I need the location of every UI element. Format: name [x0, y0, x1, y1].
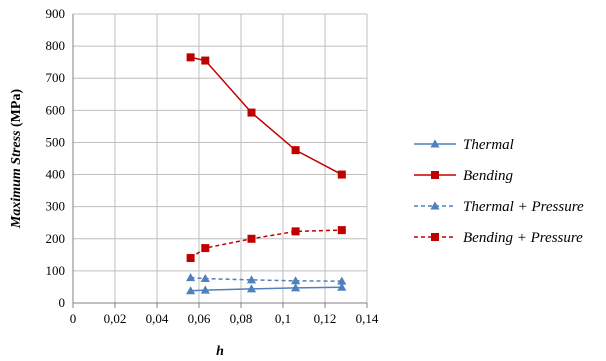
y-axis-title: Maximum Stress (MPa) — [9, 89, 24, 230]
x-tick-label: 0 — [70, 311, 77, 326]
triangle-marker — [337, 276, 347, 285]
series-2 — [186, 273, 347, 285]
series-line — [190, 276, 342, 282]
series-1 — [186, 53, 346, 179]
series-3 — [186, 226, 346, 263]
square-marker — [337, 226, 346, 235]
legend: Thermal Bending Thermal + Pressure Bending … — [414, 137, 584, 246]
triangle-marker — [337, 282, 347, 291]
y-tick-label: 100 — [46, 263, 66, 278]
y-tick-label: 0 — [59, 295, 66, 310]
y-tick-label: 500 — [46, 134, 66, 149]
legend-item: Bending + Pressure — [414, 230, 583, 246]
triangle-marker — [246, 284, 257, 293]
square-marker — [291, 227, 300, 236]
legend-item: Thermal — [414, 137, 514, 153]
x-axis-title: h — [216, 344, 224, 359]
legend-label: Thermal — [463, 137, 514, 153]
triangle-marker — [186, 273, 196, 282]
x-tick-label: 0,06 — [188, 311, 211, 326]
series-layer — [186, 53, 347, 295]
legend-label: Bending + Pressure — [463, 230, 583, 246]
square-marker — [186, 53, 195, 62]
square-marker — [337, 170, 346, 179]
x-tick-label: 0,12 — [314, 311, 337, 326]
y-tick-label: 300 — [46, 199, 66, 214]
square-marker — [201, 56, 210, 65]
square-marker — [247, 234, 256, 243]
x-tick-label: 0,14 — [356, 311, 379, 326]
square-marker — [201, 244, 210, 253]
triangle-marker — [291, 283, 301, 292]
triangle-marker — [430, 201, 440, 210]
y-tick-label: 400 — [46, 167, 66, 182]
triangle-marker — [246, 275, 257, 284]
tick-labels: 0 100 200 300 400 500 600 700 800 900 0 0,02 0,04 0,0… — [46, 6, 379, 326]
triangle-marker — [430, 139, 440, 148]
triangle-marker — [200, 273, 210, 283]
series-line — [190, 286, 342, 292]
x-tick-label: 0,02 — [104, 311, 127, 326]
square-marker — [291, 146, 300, 155]
axes — [72, 14, 368, 308]
triangle-marker — [291, 276, 301, 285]
triangle-marker — [200, 285, 210, 294]
series-line — [190, 229, 342, 259]
y-tick-label: 600 — [46, 102, 66, 117]
series-0 — [186, 282, 347, 295]
y-tick-label: 800 — [46, 38, 66, 53]
legend-item: Bending — [414, 168, 513, 184]
y-tick-label: 900 — [46, 6, 66, 21]
grid — [73, 13, 368, 303]
y-axis-title-unit: (MPa) — [9, 89, 24, 127]
square-marker — [431, 171, 439, 179]
y-axis-title-main: Maximum Stress — [9, 130, 24, 229]
square-marker — [431, 233, 439, 241]
legend-item: Thermal + Pressure — [414, 199, 584, 215]
square-marker — [186, 254, 195, 263]
triangle-marker — [186, 286, 196, 295]
square-marker — [247, 108, 256, 117]
y-tick-label: 200 — [46, 231, 66, 246]
series-line — [190, 56, 343, 176]
x-tick-label: 0,08 — [230, 311, 253, 326]
legend-label: Bending — [463, 168, 513, 184]
x-tick-label: 0,1 — [275, 311, 291, 326]
x-tick-label: 0,04 — [146, 311, 169, 326]
legend-label: Thermal + Pressure — [463, 199, 584, 215]
y-tick-label: 700 — [46, 70, 66, 85]
